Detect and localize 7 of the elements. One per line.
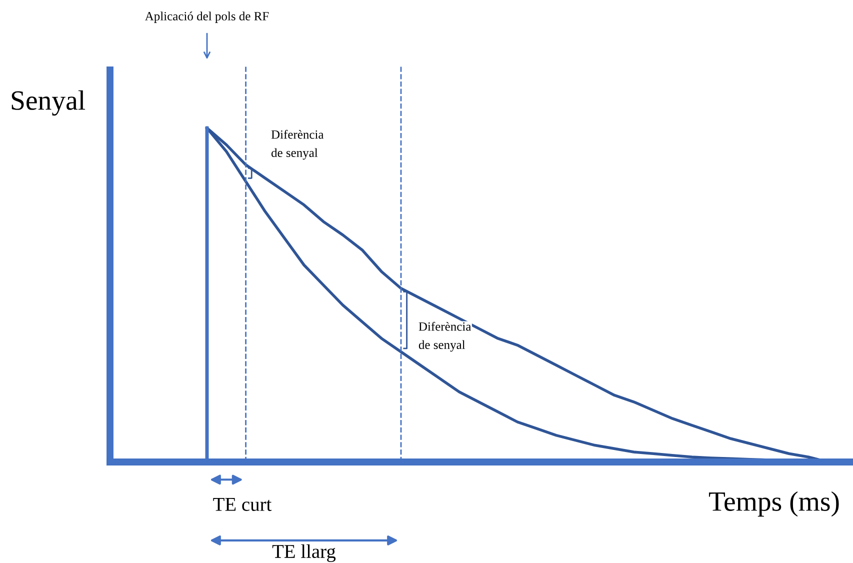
text: TE llarg <box>272 544 336 562</box>
text: TE curt <box>213 498 272 511</box>
y-axis-title: Senyal <box>12 90 86 116</box>
text: Aplicació del pols de RF <box>144 12 269 23</box>
annotation: Diferència de senyal <box>271 130 324 160</box>
annotation: Diferència de senyal <box>418 322 472 352</box>
x-axis-title: Temps (ms) <box>708 491 839 517</box>
